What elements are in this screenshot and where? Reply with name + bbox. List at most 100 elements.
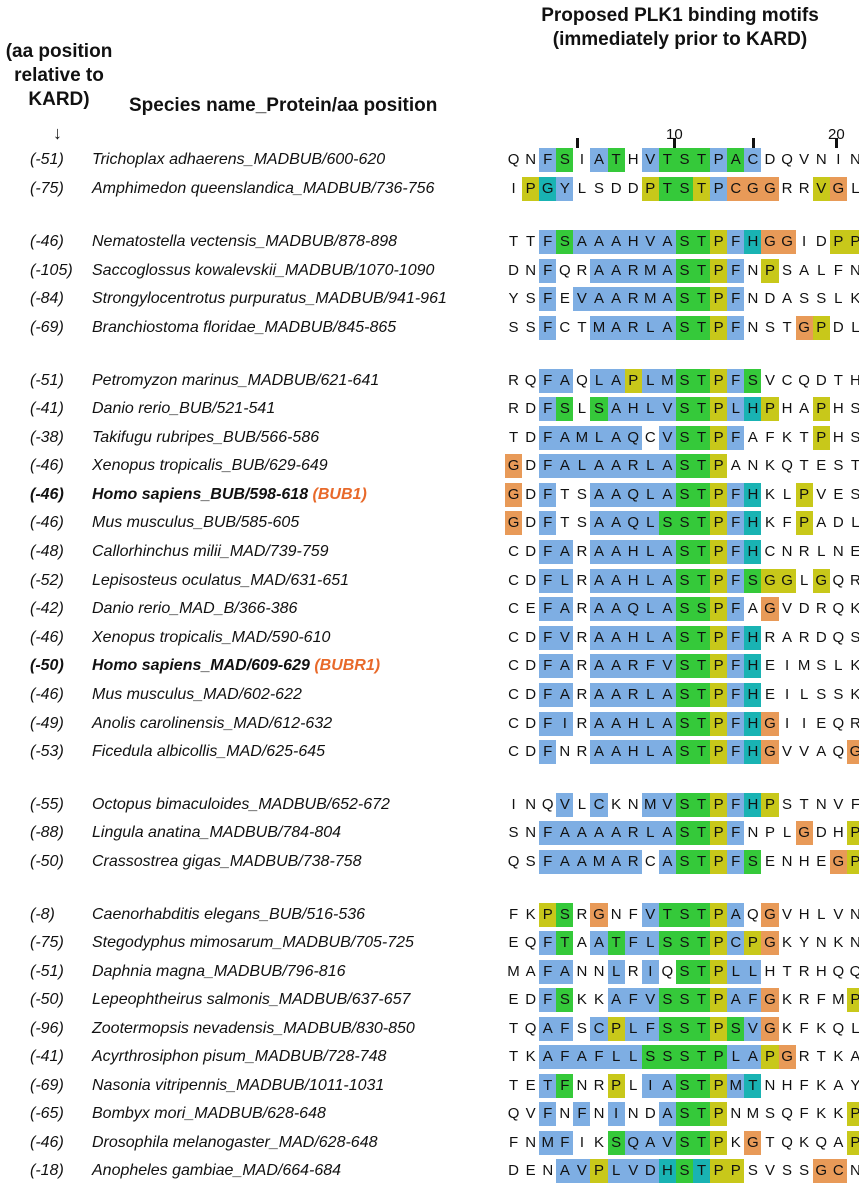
aa-position: (-65)	[30, 1105, 64, 1122]
residue: P	[761, 259, 779, 283]
residue: G	[761, 230, 779, 254]
species-name-text: Anolis carolinensis_MAD/612-632	[92, 715, 333, 732]
aa-position: (-53)	[30, 743, 64, 760]
residue: F	[556, 1017, 574, 1041]
residue: P	[710, 540, 728, 564]
residue: A	[658, 230, 676, 254]
residue: K	[816, 1105, 827, 1122]
residue: S	[675, 712, 694, 736]
residue: A	[573, 850, 591, 874]
residue: S	[675, 626, 694, 650]
residue: A	[727, 988, 745, 1012]
residue: T	[693, 654, 711, 678]
residue: R	[624, 287, 642, 311]
residue: P	[744, 931, 762, 955]
residue: F	[816, 991, 826, 1008]
residue: G	[761, 597, 779, 621]
residue: H	[744, 511, 762, 535]
residue: P	[710, 1102, 728, 1126]
residue: A	[816, 514, 827, 531]
residue: T	[765, 1134, 775, 1151]
residue: P	[710, 821, 728, 845]
residue: D	[525, 457, 537, 474]
residue: L	[577, 796, 587, 813]
residue: A	[658, 821, 676, 845]
residue: A	[782, 629, 793, 646]
residue: L	[851, 180, 859, 197]
residue: A	[658, 316, 676, 340]
residue: C	[508, 686, 519, 703]
residue: S	[675, 1045, 694, 1069]
residue: V	[641, 903, 659, 927]
residue: Q	[624, 597, 642, 621]
residue: A	[799, 400, 810, 417]
residue: Q	[832, 1020, 845, 1037]
residue: S	[850, 400, 859, 417]
residue: V	[658, 397, 676, 421]
residue: H	[744, 683, 762, 707]
residue: D	[525, 657, 537, 674]
residue: A	[658, 712, 676, 736]
residue: I	[556, 712, 574, 736]
residue: P	[710, 483, 728, 507]
residue: A	[833, 1134, 844, 1151]
residue: F	[539, 712, 557, 736]
residue: F	[539, 316, 557, 340]
residue: P	[539, 903, 557, 927]
residue: H	[624, 397, 642, 421]
residue: A	[590, 483, 608, 507]
residue: D	[764, 151, 776, 168]
alignment-row: (-96) Zootermopsis nevadensis_MADBUB/830-…	[0, 1017, 859, 1041]
residue: I	[511, 796, 516, 813]
residue: Q	[507, 853, 520, 870]
residue: S	[675, 1017, 694, 1041]
residue: N	[593, 1105, 605, 1122]
residue: P	[761, 1045, 779, 1069]
residue: T	[693, 960, 711, 984]
residue: L	[799, 686, 809, 703]
residue: E	[764, 853, 775, 870]
species-name: Anolis carolinensis_MAD/612-632	[92, 712, 332, 736]
residue: T	[850, 457, 859, 474]
residue: N	[747, 262, 759, 279]
residue: F	[624, 988, 642, 1012]
residue: A	[607, 369, 625, 393]
residue: G	[846, 740, 859, 764]
species-name-text: Petromyzon marinus_MADBUB/621-641	[92, 372, 380, 389]
residue: R	[798, 543, 810, 560]
residue: S	[727, 1017, 745, 1041]
residue: H	[744, 712, 762, 736]
residue: S	[525, 853, 536, 870]
residue: S	[833, 457, 844, 474]
residue: R	[624, 316, 642, 340]
residue: L	[577, 180, 587, 197]
residue: F	[628, 906, 638, 923]
species-name: Acyrthrosiphon pisum_MADBUB/728-748	[92, 1045, 386, 1069]
residue: A	[658, 454, 676, 478]
species-name-text: Lepisosteus oculatus_MAD/631-651	[92, 572, 350, 589]
residue: I	[784, 715, 790, 732]
residue: K	[833, 1048, 844, 1065]
aa-position: (-48)	[30, 543, 64, 560]
alignment-row: (-50) Homo sapiens_MAD/609-629 (BUBR1) C D F…	[0, 654, 859, 678]
residue: A	[590, 230, 608, 254]
residue: N	[850, 1162, 859, 1179]
species-name: Lingula anatina_MADBUB/784-804	[92, 821, 341, 845]
residue: S	[576, 1020, 587, 1037]
aa-position: (-41)	[30, 1048, 64, 1065]
residue: P	[710, 712, 728, 736]
residue: C	[644, 853, 656, 870]
residue: S	[764, 319, 775, 336]
residue: F	[727, 483, 745, 507]
residue: R	[624, 454, 642, 478]
residue: S	[675, 316, 694, 340]
residue: A	[607, 454, 625, 478]
residue: T	[508, 1077, 519, 1094]
residue: P	[710, 454, 728, 478]
residue: F	[539, 654, 557, 678]
alignment-row: (-88) Lingula anatina_MADBUB/784-804 S N F A A…	[0, 821, 859, 845]
residue: V	[641, 230, 659, 254]
residue: Q	[507, 151, 520, 168]
residue: T	[693, 511, 711, 535]
